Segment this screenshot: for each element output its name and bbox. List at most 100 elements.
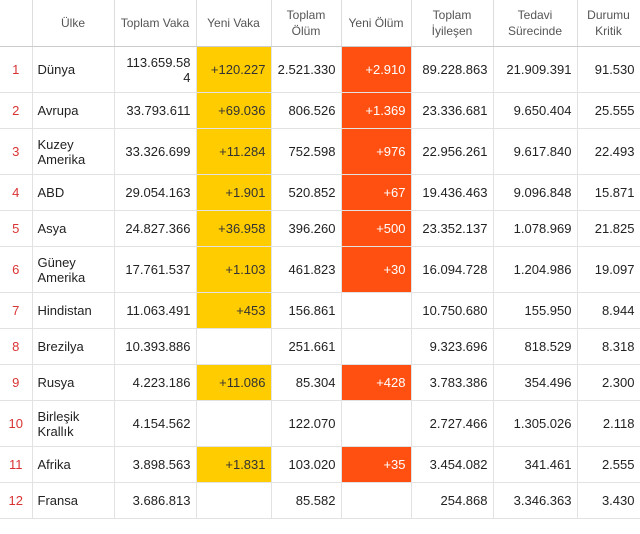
country-name[interactable]: Fransa [32, 482, 115, 519]
total-deaths-cell: 806.526 [271, 92, 342, 129]
critical-cell: 15.871 [577, 174, 640, 211]
country-name[interactable]: Brezilya [32, 328, 115, 365]
table-row: 11 Afrika 3.898.563 +1.831 103.020 +35 3… [0, 446, 640, 483]
row-rank: 4 [0, 174, 33, 211]
table-row: 9 Rusya 4.223.186 +11.086 85.304 +428 3.… [0, 364, 640, 401]
total-cases-cell: 3.686.813 [114, 482, 197, 519]
table-row: 4 ABD 29.054.163 +1.901 520.852 +67 19.4… [0, 174, 640, 211]
total-cases-cell: 10.393.886 [114, 328, 197, 365]
new-deaths-cell: +30 [341, 246, 412, 293]
new-deaths-cell: +428 [341, 364, 412, 401]
country-name[interactable]: Kuzey Amerika [32, 128, 115, 175]
critical-cell: 19.097 [577, 246, 640, 293]
new-cases-cell: +1.103 [196, 246, 272, 293]
recovered-cell: 19.436.463 [411, 174, 494, 211]
row-rank: 6 [0, 246, 33, 293]
total-deaths-cell: 251.661 [271, 328, 342, 365]
active-cell: 1.078.969 [493, 210, 578, 247]
country-header[interactable]: Ülke [32, 0, 115, 47]
row-rank: 1 [0, 46, 33, 93]
new-cases-header[interactable]: Yeni Vaka [196, 0, 272, 47]
recovered-cell: 254.868 [411, 482, 494, 519]
critical-cell: 8.318 [577, 328, 640, 365]
new-deaths-cell: +976 [341, 128, 412, 175]
country-name[interactable]: Avrupa [32, 92, 115, 129]
total-cases-cell: 4.223.186 [114, 364, 197, 401]
total-deaths-cell: 752.598 [271, 128, 342, 175]
country-name[interactable]: Birleşik Krallık [32, 400, 115, 447]
recovered-cell: 9.323.696 [411, 328, 494, 365]
total-deaths-cell: 85.582 [271, 482, 342, 519]
total-deaths-cell: 122.070 [271, 400, 342, 447]
recovered-cell: 89.228.863 [411, 46, 494, 93]
total-deaths-cell: 156.861 [271, 292, 342, 329]
total-cases-cell: 4.154.562 [114, 400, 197, 447]
total-cases-cell: 113.659.584 [114, 46, 197, 93]
country-name[interactable]: Afrika [32, 446, 115, 483]
active-cases-header[interactable]: Tedavi Sürecinde [493, 0, 578, 47]
total-deaths-cell: 396.260 [271, 210, 342, 247]
recovered-cell: 23.336.681 [411, 92, 494, 129]
row-rank: 10 [0, 400, 33, 447]
country-name[interactable]: Hindistan [32, 292, 115, 329]
total-deaths-header[interactable]: Toplam Ölüm [271, 0, 342, 47]
critical-header[interactable]: Durumu Kritik [577, 0, 640, 47]
new-cases-cell: +120.227 [196, 46, 272, 93]
row-rank: 5 [0, 210, 33, 247]
total-deaths-cell: 103.020 [271, 446, 342, 483]
new-cases-cell: +453 [196, 292, 272, 329]
country-name[interactable]: ABD [32, 174, 115, 211]
total-cases-cell: 24.827.366 [114, 210, 197, 247]
table-row: 1 Dünya 113.659.584 +120.227 2.521.330 +… [0, 46, 640, 93]
critical-cell: 2.555 [577, 446, 640, 483]
total-recovered-header[interactable]: Toplam İyileşen [411, 0, 494, 47]
total-deaths-cell: 520.852 [271, 174, 342, 211]
new-deaths-cell [341, 292, 412, 329]
active-cell: 21.909.391 [493, 46, 578, 93]
active-cell: 9.096.848 [493, 174, 578, 211]
total-cases-cell: 17.761.537 [114, 246, 197, 293]
row-rank: 8 [0, 328, 33, 365]
new-deaths-cell: +500 [341, 210, 412, 247]
table-row: 5 Asya 24.827.366 +36.958 396.260 +500 2… [0, 210, 640, 247]
active-cell: 9.650.404 [493, 92, 578, 129]
new-deaths-header[interactable]: Yeni Ölüm [341, 0, 412, 47]
country-name[interactable]: Güney Amerika [32, 246, 115, 293]
covid-stats-table: Ülke Toplam Vaka Yeni Vaka Toplam Ölüm Y… [0, 0, 640, 519]
table-row: 3 Kuzey Amerika 33.326.699 +11.284 752.5… [0, 128, 640, 175]
total-cases-cell: 11.063.491 [114, 292, 197, 329]
recovered-cell: 22.956.261 [411, 128, 494, 175]
header-row: Ülke Toplam Vaka Yeni Vaka Toplam Ölüm Y… [0, 0, 640, 47]
recovered-cell: 3.454.082 [411, 446, 494, 483]
table-row: 8 Brezilya 10.393.886 251.661 9.323.696 … [0, 328, 640, 365]
table-row: 2 Avrupa 33.793.611 +69.036 806.526 +1.3… [0, 92, 640, 129]
active-cell: 9.617.840 [493, 128, 578, 175]
recovered-cell: 3.783.386 [411, 364, 494, 401]
table-row: 10 Birleşik Krallık 4.154.562 122.070 2.… [0, 400, 640, 447]
total-cases-cell: 29.054.163 [114, 174, 197, 211]
critical-cell: 8.944 [577, 292, 640, 329]
new-cases-cell: +69.036 [196, 92, 272, 129]
new-deaths-cell: +2.910 [341, 46, 412, 93]
critical-cell: 91.530 [577, 46, 640, 93]
total-deaths-cell: 461.823 [271, 246, 342, 293]
critical-cell: 2.300 [577, 364, 640, 401]
critical-cell: 25.555 [577, 92, 640, 129]
new-cases-cell: +36.958 [196, 210, 272, 247]
critical-cell: 2.118 [577, 400, 640, 447]
total-cases-cell: 33.326.699 [114, 128, 197, 175]
country-name[interactable]: Dünya [32, 46, 115, 93]
recovered-cell: 10.750.680 [411, 292, 494, 329]
row-rank: 3 [0, 128, 33, 175]
new-deaths-cell: +35 [341, 446, 412, 483]
new-deaths-cell [341, 400, 412, 447]
critical-cell: 3.430 [577, 482, 640, 519]
new-cases-cell [196, 328, 272, 365]
critical-cell: 21.825 [577, 210, 640, 247]
country-name[interactable]: Asya [32, 210, 115, 247]
country-name[interactable]: Rusya [32, 364, 115, 401]
critical-cell: 22.493 [577, 128, 640, 175]
recovered-cell: 23.352.137 [411, 210, 494, 247]
new-cases-cell: +1.901 [196, 174, 272, 211]
total-cases-header[interactable]: Toplam Vaka [114, 0, 197, 47]
